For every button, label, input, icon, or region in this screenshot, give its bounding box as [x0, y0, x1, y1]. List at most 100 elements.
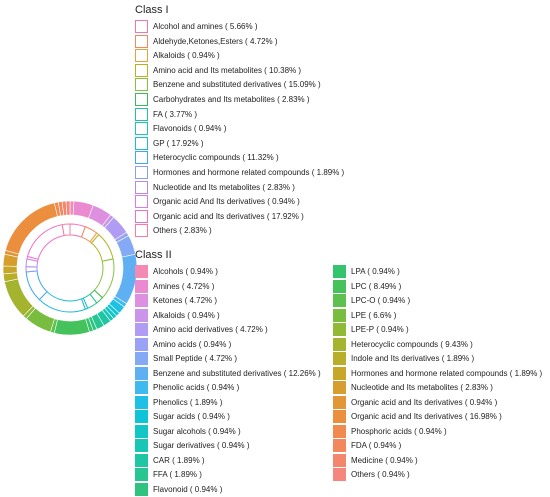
class-i-slice-10 [25, 266, 38, 273]
class-i-legend-label-9: Heterocyclic compounds ( 11.32% ) [153, 153, 279, 163]
class-i-legend-label-2: Alkaloids ( 0.94% ) [153, 51, 220, 61]
class-ii-legend-swatch-17 [333, 279, 346, 293]
class-ii-legend-swatch-28 [333, 439, 346, 452]
class-ii-legend-label-2: Ketones ( 4.72% ) [153, 296, 218, 305]
class-i-legend-label-7: Flavonoids ( 0.94% ) [153, 124, 227, 134]
class-i-legend-label-0: Alcohol and amines ( 5.66% ) [153, 22, 258, 31]
class-ii-legend-label-30: Others ( 0.94% ) [351, 470, 410, 479]
class-i-legend-swatch-7 [135, 122, 148, 136]
class-i-legend-label-5: Carbohydrates and Its metabolites ( 2.83… [153, 95, 310, 104]
class-ii-legend-swatch-23 [333, 366, 346, 380]
class-i-legend-swatch-2 [135, 49, 148, 63]
class-i-legend-swatch-8 [135, 136, 148, 150]
class-i-legend-label-8: GP ( 17.92% ) [153, 138, 204, 148]
class-ii-legend-label-10: Sugar acids ( 0.94% ) [153, 412, 230, 421]
class-ii-legend-label-6: Small Peptide ( 4.72% ) [153, 354, 238, 363]
class-i-legend-title: Class I [135, 4, 169, 16]
class-ii-legend-label-0: Alcohols ( 0.94% ) [153, 267, 218, 276]
class-ii-legend-swatch-19 [333, 308, 346, 322]
class-ii-legend-label-23: Hormones and hormone related compounds (… [351, 368, 543, 378]
class-i-legend-swatch-12 [135, 195, 148, 209]
class-ii-legend-label-19: LPE ( 6.6% ) [351, 310, 397, 320]
class-i-legend-label-4: Benzene and substituted derivatives ( 15… [153, 80, 321, 90]
class-ii-legend-swatch-18 [333, 294, 346, 307]
class-ii-legend-label-20: LPE-P ( 0.94% ) [351, 325, 409, 334]
class-i-legend-swatch-14 [135, 224, 148, 238]
class-ii-legend-swatch-20 [333, 323, 346, 336]
class-ii-legend-swatch-12 [135, 439, 148, 452]
donut-chart [2, 200, 138, 336]
class-ii-slice-30 [65, 200, 71, 216]
class-i-legend-label-6: FA ( 3.77% ) [153, 109, 198, 119]
class-i-legend-label-14: Others ( 2.83% ) [153, 226, 212, 236]
class-i-slice-3 [90, 233, 114, 262]
class-i-legend-swatch-11 [135, 180, 148, 194]
class-i-legend-label-11: Nucleotide and Its metabolites ( 2.83% ) [153, 182, 295, 192]
class-ii-legend-swatch-8 [135, 381, 148, 394]
class-i-legend-swatch-5 [135, 93, 148, 106]
class-ii-legend-label-4: Amino acid derivatives ( 4.72% ) [153, 325, 268, 334]
class-ii-legend-swatch-10 [135, 410, 148, 423]
class-ii-legend-label-21: Heterocyclic compounds ( 9.43% ) [351, 339, 473, 349]
class-ii-legend-label-3: Alkaloids ( 0.94% ) [153, 310, 220, 320]
class-ii-legend-label-8: Phenolic acids ( 0.94% ) [153, 383, 240, 392]
class-ii-legend-label-15: Flavonoid ( 0.94% ) [153, 484, 223, 494]
class-ii-legend-swatch-6 [135, 352, 148, 365]
class-ii-legend-swatch-5 [135, 337, 148, 351]
class-ii-legend-label-17: LPC ( 8.49% ) [351, 281, 402, 291]
class-ii-legend-label-18: LPC-O ( 0.94% ) [351, 296, 411, 305]
class-i-slice-8 [38, 290, 86, 313]
class-ii-slice-17 [53, 318, 90, 336]
class-ii-legend-swatch-24 [333, 381, 346, 394]
class-i-legend-swatch-6 [135, 107, 148, 121]
class-i-legend-label-12: Organic acid And Its derivatives ( 0.94%… [153, 197, 300, 207]
class-ii-legend-label-26: Organic acid and Its derivatives ( 16.98… [351, 412, 502, 421]
class-ii-legend-label-9: Phenolics ( 1.89% ) [153, 397, 223, 407]
class-ii-legend-swatch-9 [135, 395, 148, 409]
class-ii-legend-label-27: Phosphoric acids ( 0.94% ) [351, 426, 447, 436]
class-i-legend-label-10: Hormones and hormone related compounds (… [153, 168, 345, 177]
class-i-legend-label-13: Organic acid and Its derivatives ( 17.92… [153, 211, 304, 221]
class-ii-legend-swatch-2 [135, 294, 148, 307]
class-i-legend-swatch-1 [135, 34, 148, 48]
class-i-legend-swatch-4 [135, 78, 148, 92]
class-ii-legend-swatch-13 [135, 453, 148, 467]
class-ii-legend-label-28: FDA ( 0.94% ) [351, 441, 402, 450]
class-i-legend-swatch-3 [135, 63, 148, 77]
class-ii-legend-swatch-30 [333, 468, 346, 481]
class-ii-legend-swatch-11 [135, 424, 148, 438]
class-ii-legend-label-25: Organic acid and Its derivatives ( 0.94%… [351, 397, 498, 407]
class-ii-legend-swatch-21 [333, 337, 346, 351]
class-ii-slice-23 [2, 265, 18, 275]
class-ii-legend-label-14: FFA ( 1.89% ) [153, 470, 202, 479]
class-ii-legend-label-22: Indole and Its derivatives ( 1.89% ) [351, 354, 475, 363]
class-i-legend-label-1: Aldehyde,Ketones,Esters ( 4.72% ) [153, 36, 278, 46]
class-ii-legend-swatch-1 [135, 279, 148, 293]
class-i-legend-swatch-0 [135, 20, 148, 33]
class-ii-legend-swatch-29 [333, 453, 346, 467]
class-ii-legend-swatch-7 [135, 366, 148, 380]
class-ii-legend-swatch-22 [333, 352, 346, 365]
class-ii-legend-label-16: LPA ( 0.94% ) [351, 267, 400, 276]
class-i-slice-4 [93, 258, 115, 299]
class-ii-legend-label-24: Nucleotide and Its metabolites ( 2.83% ) [351, 383, 493, 392]
class-ii-legend-label-5: Amino acids ( 0.94% ) [153, 339, 232, 349]
class-ii-legend-title: Class II [135, 249, 172, 261]
class-ii-legend-label-7: Benzene and substituted derivatives ( 12… [153, 368, 321, 378]
class-i-legend-swatch-13 [135, 209, 148, 223]
class-ii-legend-swatch-26 [333, 410, 346, 423]
class-ii-legend-label-11: Sugar alcohols ( 0.94% ) [153, 426, 241, 436]
class-ii-legend-label-1: Amines ( 4.72% ) [153, 281, 215, 291]
class-ii-legend-swatch-0 [135, 265, 148, 278]
class-ii-legend-swatch-4 [135, 323, 148, 336]
class-ii-legend-swatch-27 [333, 424, 346, 438]
class-ii-legend-swatch-14 [135, 468, 148, 481]
class-i-slice-14 [61, 223, 71, 237]
class-i-slice-9 [25, 270, 48, 301]
class-ii-legend-swatch-16 [333, 265, 346, 278]
class-ii-legend-label-13: CAR ( 1.89% ) [153, 455, 205, 465]
class-ii-legend-label-12: Sugar derivatives ( 0.94% ) [153, 441, 250, 450]
class-ii-legend-label-29: Medicine ( 0.94% ) [351, 455, 418, 465]
class-i-legend-swatch-9 [135, 151, 148, 165]
class-ii-legend-swatch-15 [135, 482, 148, 496]
